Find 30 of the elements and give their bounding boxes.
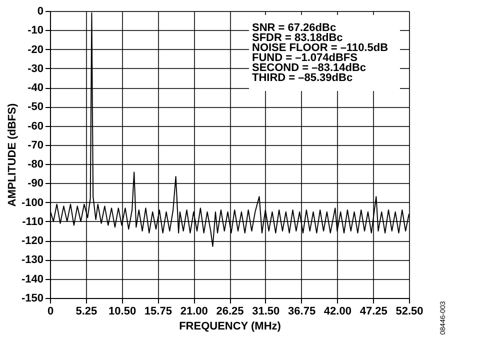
y-tick-label: -150 bbox=[21, 292, 44, 304]
x-tick-label: 5.25 bbox=[76, 306, 98, 318]
x-tick-label: 15.75 bbox=[144, 306, 172, 318]
y-tick-label: -20 bbox=[28, 44, 44, 56]
annotation: SNR = 67.26dBc SFDR = 83.18dBc NOISE FLOOR = –110.5dB FUND = –1.074dBFS SECOND = –83.14dBc THIRD = –85.39dBc bbox=[252, 22, 388, 84]
y-axis-title: AMPLITUDE (dBFS) bbox=[6, 103, 18, 207]
y-tick-label: 0 bbox=[37, 6, 44, 18]
y-tick-label: -10 bbox=[28, 24, 44, 37]
x-tick-label: 42.00 bbox=[324, 306, 352, 318]
x-tick-label: 47.25 bbox=[360, 306, 388, 318]
y-tick-label: -30 bbox=[28, 62, 44, 75]
x-tick-label: 26.25 bbox=[216, 306, 244, 318]
x-tick-label: 36.75 bbox=[288, 306, 316, 318]
y-tick-label: -110 bbox=[22, 216, 44, 228]
y-tick-label: -100 bbox=[21, 196, 44, 209]
x-tick-label: 31.50 bbox=[252, 306, 280, 318]
x-tick-label: 52.50 bbox=[396, 306, 424, 318]
y-tick-label: -70 bbox=[28, 139, 44, 152]
y-tick-label: -130 bbox=[21, 254, 44, 266]
y-tick-label: -40 bbox=[28, 82, 44, 94]
x-axis-title: FREQUENCY (MHz) bbox=[179, 320, 282, 332]
x-tick-label: 10.50 bbox=[108, 306, 136, 318]
x-tick-label: 0 bbox=[47, 306, 54, 318]
x-tick-label: 21.00 bbox=[180, 306, 208, 318]
y-tick-label: -60 bbox=[28, 120, 44, 132]
y-tick-label: -120 bbox=[21, 235, 44, 248]
y-tick-label: -90 bbox=[28, 178, 44, 190]
y-tick-label: -80 bbox=[28, 158, 44, 171]
y-tick-label: -140 bbox=[21, 273, 44, 286]
y-tick-label: -50 bbox=[28, 101, 44, 114]
